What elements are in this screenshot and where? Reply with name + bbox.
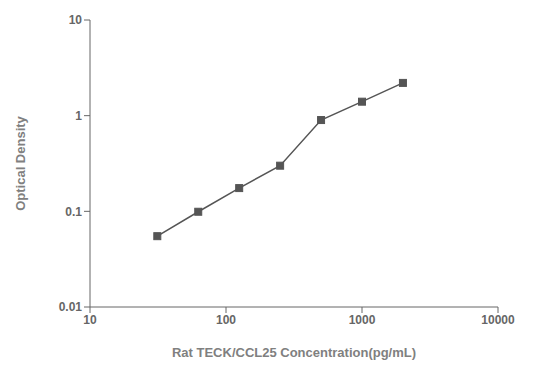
svg-text:10: 10 bbox=[69, 13, 83, 27]
svg-text:0.01: 0.01 bbox=[59, 300, 83, 314]
svg-text:1: 1 bbox=[75, 109, 82, 123]
svg-text:Rat TECK/CCL25 Concentration(p: Rat TECK/CCL25 Concentration(pg/mL) bbox=[172, 345, 416, 360]
svg-text:100: 100 bbox=[216, 313, 236, 327]
svg-text:Optical Density: Optical Density bbox=[13, 115, 28, 210]
svg-text:10: 10 bbox=[83, 313, 97, 327]
svg-text:10000: 10000 bbox=[481, 313, 515, 327]
svg-text:0.1: 0.1 bbox=[65, 205, 82, 219]
svg-text:1000: 1000 bbox=[349, 313, 376, 327]
